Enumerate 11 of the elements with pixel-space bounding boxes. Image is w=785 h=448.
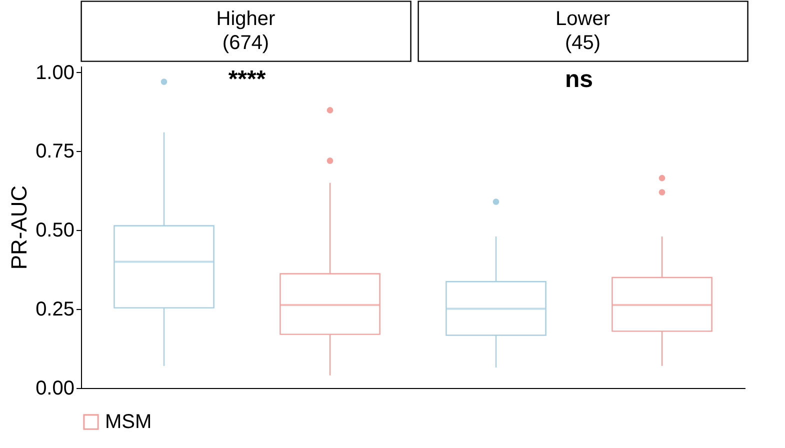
legend-label: MSM <box>105 411 152 433</box>
y-axis-title: PR-AUC <box>6 185 32 270</box>
y-tick-label: 0.25 <box>36 298 74 321</box>
text: Lower (45) <box>556 8 610 54</box>
y-tick-label: 0.75 <box>36 140 74 163</box>
annotation: **** <box>228 66 266 93</box>
annotation: ns <box>564 66 594 93</box>
y-tick-label: 1.00 <box>36 62 74 84</box>
y-tick-label: 0.00 <box>36 378 74 400</box>
text: Higher (674) <box>216 8 276 54</box>
y-tick-label: 0.50 <box>36 220 74 242</box>
